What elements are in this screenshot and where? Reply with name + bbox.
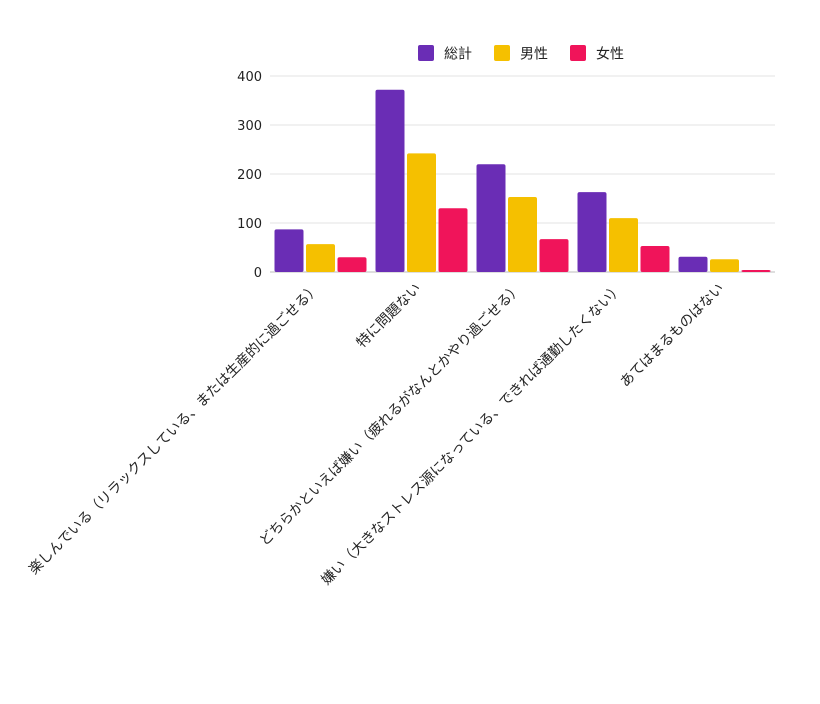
bar-4-1 (710, 259, 739, 272)
bar-2-0 (476, 164, 506, 272)
bar-4-0 (678, 256, 708, 272)
bar-3-1 (609, 218, 638, 272)
bars (274, 89, 771, 272)
y-axis-ticks: 0 100 200 300 400 (237, 70, 262, 281)
y-tick-label: 300 (237, 119, 262, 134)
legend-label: 女性 (596, 46, 624, 63)
bar-3-0 (577, 192, 607, 272)
y-tick-label: 200 (237, 168, 262, 183)
y-tick-label: 400 (237, 70, 262, 85)
category-labels: 楽しんでいる（リラックスしている、または生産的に過ごせる） 特に問題ないどちらかと… (26, 280, 727, 589)
y-tick-label: 0 (254, 266, 262, 281)
legend-swatch (494, 45, 510, 61)
bar-1-1 (407, 153, 436, 272)
bar-0-2 (337, 257, 367, 272)
legend-swatch (418, 45, 434, 61)
bar-3-2 (640, 246, 670, 272)
legend-label: 男性 (520, 47, 548, 63)
bar-1-2 (438, 208, 468, 272)
bar-2-2 (539, 239, 569, 272)
bar-1-0 (375, 89, 405, 272)
bar-0-1 (306, 244, 335, 272)
bar-4-2 (741, 270, 771, 272)
y-tick-label: 100 (237, 217, 262, 232)
legend: 総計 男性 女性 (418, 45, 624, 63)
x-category-label: 特に問題ない (354, 281, 425, 352)
bar-2-1 (508, 197, 537, 272)
legend-swatch (570, 45, 586, 61)
x-category-label: あてはまるものはない (617, 281, 727, 391)
legend-label: 総計 (444, 47, 472, 63)
bar-0-0 (274, 229, 304, 272)
